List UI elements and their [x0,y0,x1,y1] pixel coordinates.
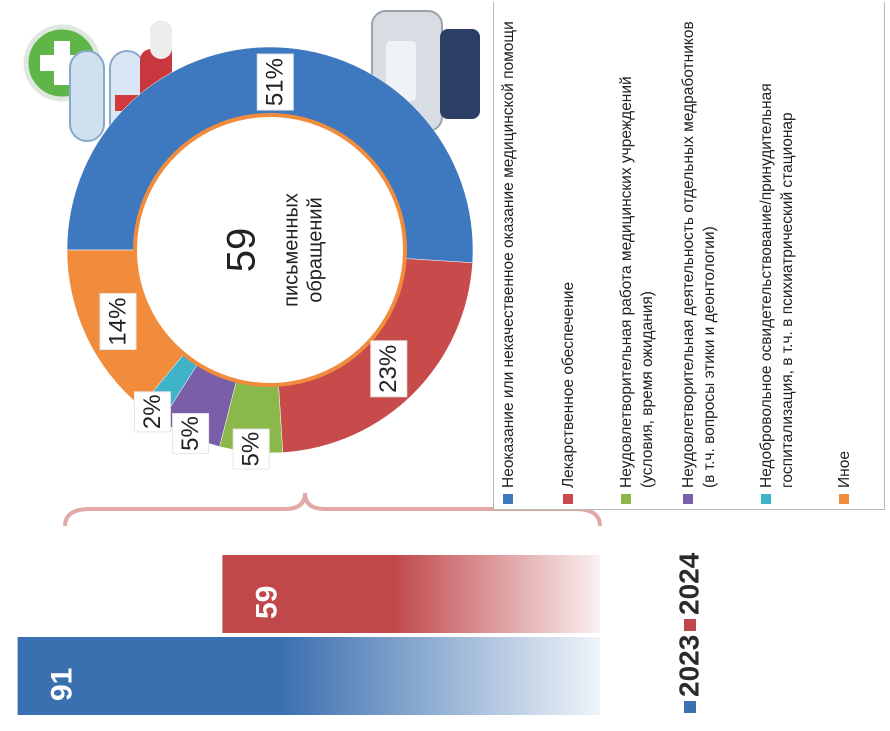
value-label: 14% [104,298,131,346]
legend-swatch [684,619,696,631]
inner-ring [135,115,405,385]
legend-label: Неудовлетворительная деятельность отдель… [678,6,720,488]
bar-value-label: 91 [46,668,79,701]
legend-label: Недобровольное освидетельствование/прину… [756,6,798,488]
legend-swatch [839,494,849,504]
legend-item: Неоказание или некачественное оказание м… [498,6,519,504]
legend-swatch [761,494,771,504]
value-label: 51% [262,58,289,106]
center-label: обращений [304,197,326,303]
legend-item: Неудовлетворительная деятельность отдель… [678,6,720,504]
legend-swatch [621,494,631,504]
legend-item: Недобровольное освидетельствование/прину… [756,6,798,504]
legend-label: Неоказание или некачественное оказание м… [498,6,519,488]
value-label: 23% [375,345,402,393]
legend-label: Неудовлетворительная работа медицинских … [616,6,658,488]
legend-label: Иное [834,6,855,488]
bar [18,637,600,715]
legend-item: Неудовлетворительная работа медицинских … [616,6,658,504]
value-label: 5% [177,416,204,451]
legend-swatch [683,494,693,504]
legend-item: Иное [834,6,855,504]
legend-item: Лекарственное обеспечение [558,6,579,504]
x-tick-label: 2024 [673,552,704,615]
x-tick-label: 2023 [673,635,704,697]
legend-swatch [563,494,573,504]
center-label: письменных [280,193,302,307]
infographic: 59 письменныхобращений 51% 23% 5% 5% 2% 14% 91 20… [0,0,890,731]
page: 59 письменныхобращений 51% 23% 5% 5% 2% 14% 91 20… [0,0,890,731]
legend: Неоказание или некачественное оказание м… [493,2,885,510]
value-label: 5% [238,432,265,467]
bar-value-label: 59 [250,586,283,619]
value-label: 2% [139,394,166,429]
legend-label: Лекарственное обеспечение [558,6,579,488]
legend-swatch [503,494,513,504]
legend-swatch [684,701,696,713]
center-value: 59 [220,228,264,273]
